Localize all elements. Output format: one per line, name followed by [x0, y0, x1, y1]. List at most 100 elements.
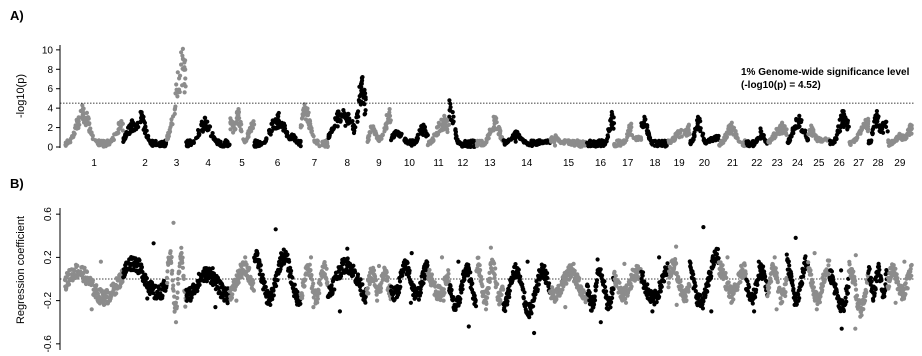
manhattan-point [386, 117, 391, 122]
manhattan-point [491, 125, 497, 130]
panel-a-tick-label: 0 [47, 143, 53, 154]
regression-point [151, 291, 156, 296]
regression-point [755, 282, 760, 287]
regression-point [487, 279, 492, 284]
regression-point [783, 293, 788, 299]
manhattan-point [845, 127, 850, 132]
manhattan-point [359, 99, 364, 104]
regression-point [720, 267, 726, 272]
chromosome-label-6: 6 [275, 158, 281, 169]
manhattan-point [336, 109, 341, 114]
regression-point [84, 269, 90, 274]
regression-point [378, 286, 384, 291]
regression-point [285, 252, 290, 257]
regression-point [251, 288, 256, 293]
regression-point [114, 291, 119, 296]
manhattan-point [696, 125, 701, 130]
regression-point [180, 265, 185, 270]
manhattan-point [166, 134, 171, 139]
regression-point [292, 282, 297, 287]
chromosome-label-18: 18 [649, 158, 661, 169]
regression-point [772, 255, 777, 260]
regression-point [859, 313, 864, 318]
manhattan-point [228, 121, 233, 126]
regression-point [278, 267, 283, 272]
manhattan-point [728, 130, 733, 135]
regression-point [521, 296, 526, 301]
manhattan-point [470, 139, 475, 145]
manhattan-point [796, 120, 802, 125]
manhattan-point [774, 126, 779, 132]
manhattan-point [603, 139, 608, 145]
panel-a-points [63, 46, 914, 149]
regression-point [775, 280, 780, 285]
manhattan-point [355, 119, 360, 124]
manhattan-point [513, 129, 519, 134]
manhattan-point [501, 138, 506, 143]
manhattan-point [496, 132, 501, 137]
regression-point [752, 309, 757, 314]
manhattan-point [366, 134, 371, 139]
regression-point [871, 298, 876, 303]
manhattan-point [465, 141, 470, 146]
regression-point [545, 275, 550, 281]
manhattan-point [63, 143, 68, 148]
regression-point [532, 296, 537, 301]
regression-point [397, 279, 403, 284]
manhattan-point [295, 140, 300, 145]
manhattan-point [770, 134, 775, 139]
manhattan-point [360, 78, 365, 83]
regression-point [903, 281, 908, 286]
regression-point [708, 270, 713, 275]
panel-a-tick-label: 8 [47, 65, 53, 76]
regression-point [701, 225, 706, 230]
regression-point [274, 283, 279, 289]
regression-point [654, 300, 659, 305]
manhattan-point [552, 140, 557, 145]
manhattan-point [200, 129, 205, 134]
regression-point [195, 288, 200, 294]
manhattan-point [842, 122, 848, 127]
regression-point [495, 282, 500, 287]
regression-point [258, 268, 263, 273]
manhattan-point [810, 133, 815, 138]
manhattan-point [236, 107, 241, 112]
manhattan-point [233, 127, 238, 132]
regression-point [811, 285, 817, 290]
manhattan-point [346, 121, 351, 126]
regression-point [793, 235, 798, 240]
regression-point [165, 269, 170, 274]
regression-point [572, 268, 577, 273]
regression-point [398, 284, 403, 289]
regression-point [170, 278, 175, 283]
chromosome-label-1: 1 [91, 158, 97, 169]
manhattan-point [228, 127, 233, 132]
regression-point [773, 266, 778, 271]
regression-point [791, 286, 796, 291]
manhattan-point [315, 141, 320, 146]
regression-point [659, 284, 664, 289]
chromosome-label-4: 4 [205, 158, 211, 169]
regression-point [761, 264, 766, 269]
chromosome-label-24: 24 [792, 158, 804, 169]
regression-point [700, 306, 706, 311]
chromosome-label-20: 20 [699, 158, 711, 169]
manhattan-point [617, 141, 622, 146]
regression-point [876, 261, 881, 266]
regression-point [421, 281, 426, 286]
regression-point [171, 220, 176, 225]
manhattan-point [211, 134, 216, 139]
manhattan-point [433, 132, 438, 137]
regression-point [839, 268, 844, 273]
manhattan-point [587, 142, 592, 147]
manhattan-point [514, 132, 519, 137]
chromosome-label-10: 10 [404, 158, 416, 169]
manhattan-point [207, 124, 212, 129]
regression-point [767, 285, 772, 290]
chromosome-label-8: 8 [345, 158, 351, 169]
regression-point [822, 277, 828, 282]
chromosome-label-23: 23 [772, 158, 784, 169]
manhattan-point [228, 116, 233, 121]
manhattan-point [885, 129, 890, 134]
manhattan-point [869, 130, 875, 135]
